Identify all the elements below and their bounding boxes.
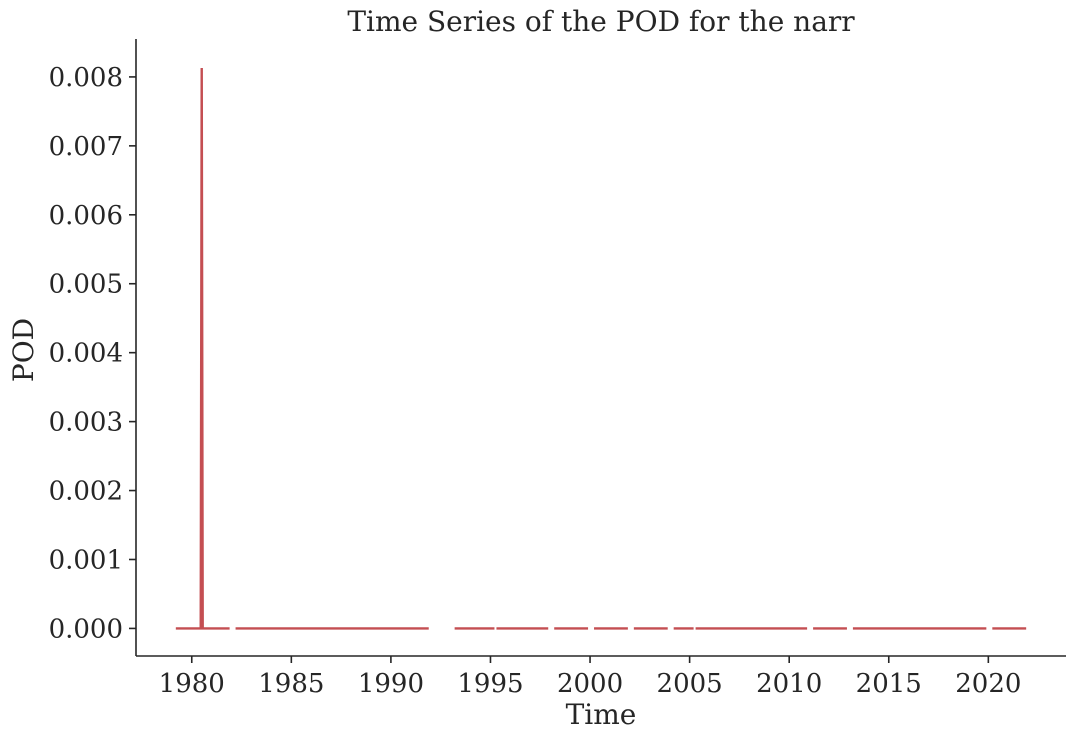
y-tick-label: 0.008: [49, 63, 123, 93]
x-tick-label: 1990: [358, 669, 424, 699]
x-tick-label: 1985: [258, 669, 324, 699]
x-axis-ticks: 1980 1985 1990 1995 2000 2005 2010 2015 2020: [159, 656, 1021, 699]
x-tick-label: 2000: [557, 669, 623, 699]
x-axis-label: Time: [566, 698, 637, 731]
x-tick-label: 2010: [756, 669, 822, 699]
y-tick-label: 0.007: [49, 132, 123, 162]
y-tick-label: 0.000: [49, 614, 123, 644]
y-tick-label: 0.002: [49, 477, 123, 507]
series-layer: [175, 67, 1027, 630]
y-axis-ticks: 0.000 0.001 0.002 0.003 0.004 0.005 0.006 0.007…: [49, 63, 136, 644]
y-tick-label: 0.005: [49, 270, 123, 300]
y-tick-label: 0.003: [49, 408, 123, 438]
x-tick-label: 2020: [955, 669, 1021, 699]
x-tick-label: 1980: [159, 669, 225, 699]
y-tick-label: 0.004: [49, 339, 123, 369]
series-line-segment: [175, 67, 230, 630]
x-tick-label: 2015: [856, 669, 922, 699]
y-tick-label: 0.006: [49, 201, 123, 231]
y-tick-label: 0.001: [49, 545, 123, 575]
x-tick-label: 1995: [457, 669, 523, 699]
x-tick-label: 2005: [657, 669, 723, 699]
y-axis-label: POD: [7, 318, 40, 382]
chart-title: Time Series of the POD for the narr: [347, 5, 855, 38]
